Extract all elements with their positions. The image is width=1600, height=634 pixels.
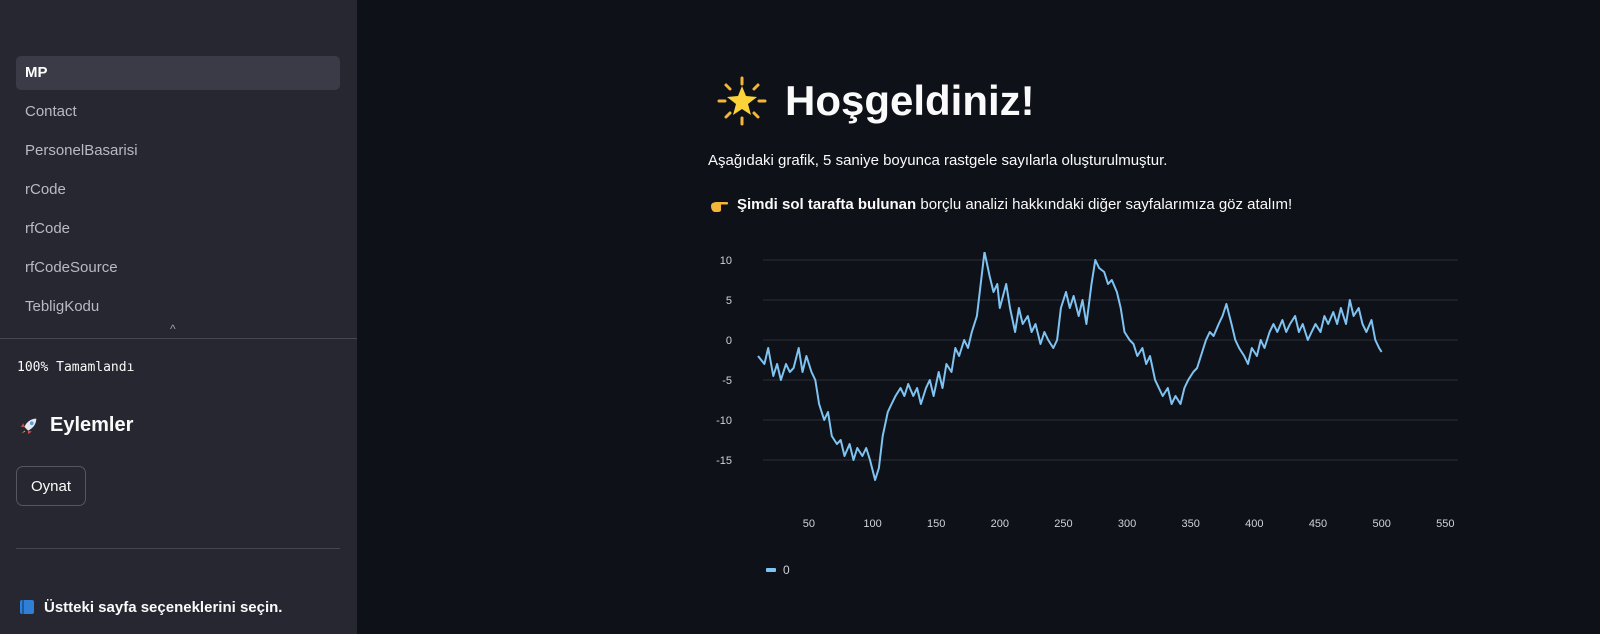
x-tick-label: 50 (803, 518, 815, 530)
y-tick-label: -15 (716, 455, 732, 467)
x-tick-label: 200 (991, 518, 1009, 530)
rocket-icon (20, 418, 37, 434)
glowing-star-icon (717, 76, 767, 126)
actions-header-label: Eylemler (50, 414, 134, 436)
x-tick-label: 350 (1182, 518, 1200, 530)
x-tick-label: 300 (1118, 518, 1136, 530)
page-title-text: Hoşgeldiniz! (785, 77, 1035, 124)
description-text: Aşağıdaki grafik, 5 saniye boyunca rastg… (708, 152, 1168, 169)
legend-swatch (766, 568, 776, 572)
y-tick-label: -10 (716, 415, 732, 427)
y-tick-label: -5 (722, 375, 732, 387)
page-hint: Üstteki sayfa seçeneklerini seçin. (18, 598, 282, 616)
sidebar-divider (0, 338, 357, 339)
x-tick-label: 250 (1054, 518, 1072, 530)
actions-header: Eylemler (18, 414, 133, 437)
sidebar-item-rcode[interactable]: rCode (25, 181, 66, 198)
play-button[interactable]: Oynat (16, 466, 86, 506)
x-tick-label: 100 (863, 518, 881, 530)
sidebar-item-tebligkodu[interactable]: TebligKodu (25, 298, 100, 315)
sidebar-item-contact[interactable]: Contact (25, 103, 77, 120)
x-tick-label: 550 (1436, 518, 1454, 530)
sidebar-item-rfcode[interactable]: rfCode (25, 220, 71, 237)
x-tick-label: 500 (1372, 518, 1390, 530)
series-line-0 (757, 252, 1383, 481)
y-tick-label: 5 (726, 295, 732, 307)
page-title: Hoşgeldiniz! (717, 76, 1035, 126)
main-content: Hoşgeldiniz! Aşağıdaki grafik, 5 saniye … (357, 0, 1600, 634)
page-hint-text: Üstteki sayfa seçeneklerini seçin. (44, 598, 283, 616)
chevron-up-icon[interactable]: ^ (170, 322, 176, 336)
instruction-text: Şimdi sol tarafta bulunan borçlu analizi… (709, 196, 1292, 213)
blue-book-icon (20, 600, 34, 614)
instruction-rest: borçlu analizi hakkındaki diğer sayfalar… (916, 196, 1293, 213)
sidebar-item-rfcodesource[interactable]: rfCodeSource (25, 259, 118, 276)
legend-label: 0 (783, 563, 790, 577)
sidebar-nav: MP Contact PersonelBasarisi rCode rfCode rfCo… (16, 56, 340, 329)
y-tick-label: 10 (720, 255, 732, 267)
x-tick-label: 400 (1245, 518, 1263, 530)
sidebar-item-mp[interactable]: MP (16, 56, 340, 90)
sidebar-divider-2 (16, 548, 340, 549)
progress-status: 100% Tamamlandı (17, 360, 135, 375)
y-tick-label: 0 (726, 335, 732, 347)
x-tick-label: 450 (1309, 518, 1327, 530)
sidebar-item-personelbasarisi[interactable]: PersonelBasarisi (25, 142, 138, 159)
sidebar: MP Contact PersonelBasarisi rCode rfCode rfCo… (0, 0, 357, 634)
instruction-bold: Şimdi sol tarafta bulunan (737, 196, 917, 213)
x-tick-label: 150 (927, 518, 945, 530)
pointing-hand-icon (711, 201, 729, 212)
